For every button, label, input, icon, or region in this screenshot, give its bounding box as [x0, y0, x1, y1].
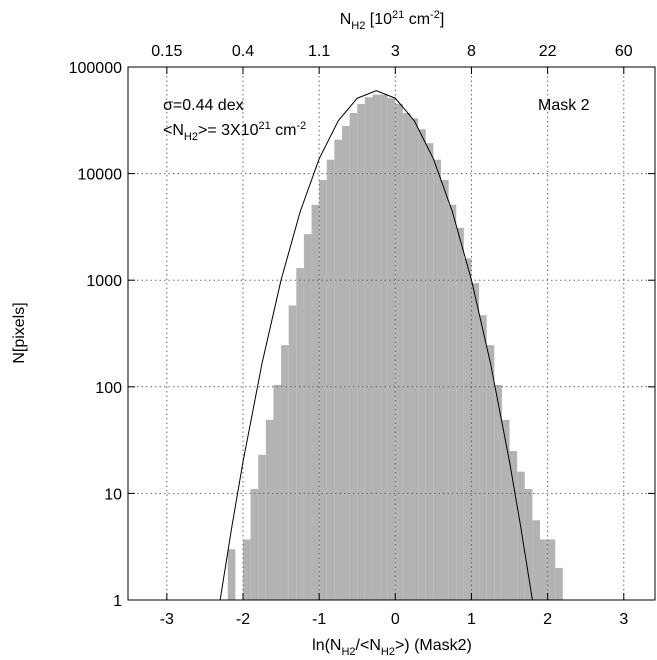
bar [387, 98, 396, 600]
bar [463, 258, 472, 600]
x2-axis-label-part: H2 [351, 20, 365, 32]
y-axis-label: N[pixels] [11, 302, 28, 363]
bar [265, 419, 274, 600]
bar [258, 454, 266, 600]
annotation: <NH2>= 3X1021 cm-2 [163, 120, 306, 143]
bar [479, 315, 487, 600]
bar [273, 384, 282, 600]
annotation-part: cm [271, 122, 297, 139]
bar [441, 180, 449, 600]
bars [227, 94, 563, 601]
bar [319, 180, 327, 600]
bar [303, 234, 312, 601]
bar [456, 227, 464, 600]
bar [296, 268, 304, 600]
annotation-part: -2 [297, 120, 307, 132]
x-axis-label-part: H2 [381, 646, 395, 658]
x2-tick-label: 60 [615, 43, 633, 60]
bar [425, 143, 434, 600]
bar [555, 567, 563, 600]
y-tick-label: 1 [113, 593, 122, 610]
bar [509, 450, 518, 600]
fit-curve [219, 90, 533, 601]
bar [227, 549, 236, 600]
x2-tick-label: 1.1 [308, 43, 330, 60]
y-tick-label: 10 [104, 486, 122, 503]
bar [372, 94, 381, 600]
bar [242, 539, 251, 600]
x2-tick-label: 8 [467, 43, 476, 60]
x-axis-label-part: /<N [356, 637, 381, 654]
bar [494, 384, 502, 600]
bar [341, 125, 350, 600]
x2-axis-label-part: 21 [392, 9, 404, 21]
annotation-part: <N [163, 122, 184, 139]
bar [395, 103, 403, 601]
x2-tick-label: 3 [391, 43, 400, 60]
x2-tick-label: 22 [539, 43, 557, 60]
x-tick-label: -2 [236, 611, 250, 628]
y-tick-label: 1000 [86, 273, 122, 290]
x2-axis-label-part: N [340, 11, 352, 28]
annotation: σ=0.44 dex [163, 97, 244, 114]
x-axis-label: ln(NH2/<NH2>) (Mask2) [312, 637, 472, 658]
y-tick-label: 100 [95, 380, 122, 397]
x-axis-label-part: >) (Mask2) [395, 637, 472, 654]
x-axis-label-part: H2 [341, 646, 355, 658]
annotation-part: H2 [184, 131, 198, 143]
bar [311, 204, 320, 601]
annotation-part: >= 3X10 [198, 122, 259, 139]
bar [532, 520, 541, 600]
bar [349, 113, 358, 600]
bar [418, 129, 426, 601]
y-tick-label: 10000 [78, 167, 123, 184]
x2-tick-label: 0.15 [151, 43, 182, 60]
bar [448, 204, 457, 601]
x-axis-label-part: ln(N [312, 637, 341, 654]
bar [501, 419, 510, 600]
bar [471, 283, 480, 600]
x2-axis-label-part: [10 [365, 11, 392, 28]
bar [334, 139, 342, 600]
bar [364, 97, 373, 600]
bar [486, 345, 495, 600]
x-tick-label: -3 [160, 611, 174, 628]
bar [380, 94, 388, 600]
x-tick-label: 1 [467, 611, 476, 628]
bar [250, 488, 259, 600]
x2-axis-label-part: -2 [430, 9, 440, 21]
x2-tick-label: 0.4 [232, 43, 254, 60]
x2-axis-label: NH2 [1021 cm-2] [340, 9, 445, 32]
x-tick-label: 0 [391, 611, 400, 628]
x2-axis-label-part: ] [440, 11, 444, 28]
bar [517, 471, 525, 600]
bar [540, 539, 548, 600]
bar [357, 103, 365, 601]
bar [524, 488, 533, 600]
x-tick-label: -1 [312, 611, 326, 628]
bar [281, 345, 289, 600]
bar [402, 113, 411, 600]
x2-axis-label-part: cm [404, 11, 430, 28]
x-tick-label: 2 [543, 611, 552, 628]
annotation-part: 21 [258, 120, 270, 132]
bar [433, 159, 442, 600]
plot-frame [127, 66, 656, 601]
bar [410, 118, 419, 600]
y-tick-label: 100000 [69, 60, 122, 77]
annotation: Mask 2 [538, 97, 590, 114]
bar [547, 539, 556, 600]
x-tick-label: 3 [619, 611, 628, 628]
bar [288, 305, 297, 600]
bar [326, 159, 335, 600]
